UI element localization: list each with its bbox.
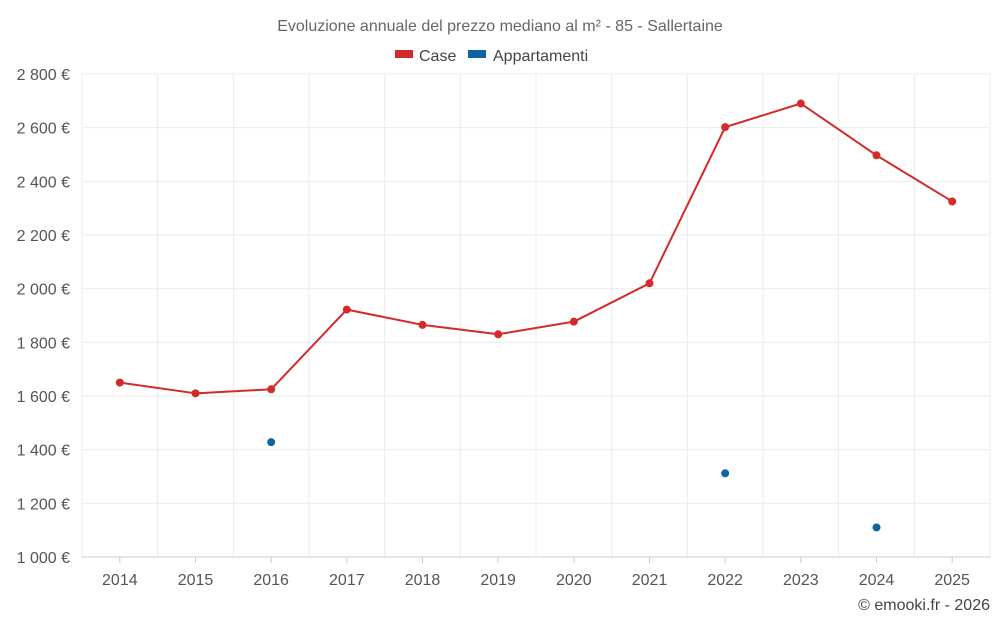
data-point-case	[191, 389, 200, 398]
legend-swatch-appartamenti	[468, 50, 486, 58]
x-tick-label: 2016	[253, 572, 289, 589]
data-point-case	[872, 151, 881, 160]
legend-swatch-case	[395, 50, 413, 58]
data-point-case	[796, 99, 805, 108]
data-point-case	[721, 123, 730, 132]
y-tick-labels: 1 000 € 1 200 € 1 400 € 1 600 € 1 800 € 2 000…	[17, 67, 70, 567]
data-point-appartamenti	[721, 469, 730, 478]
y-tick-label: 1 400 €	[17, 443, 70, 460]
y-tick-label: 1 800 €	[17, 335, 70, 352]
data-point-case	[418, 320, 427, 329]
chart-title: Evoluzione annuale del prezzo mediano al…	[277, 18, 723, 35]
x-tick-label: 2018	[405, 572, 441, 589]
legend[interactable]: Case Appartamenti	[395, 48, 588, 65]
x-tick-label: 2025	[934, 572, 970, 589]
data-point-appartamenti	[267, 438, 276, 447]
x-tick-label: 2021	[632, 572, 668, 589]
y-tick-label: 2 800 €	[17, 67, 70, 84]
data-point-case	[342, 305, 351, 314]
y-tick-label: 1 000 €	[17, 550, 70, 567]
legend-label-case: Case	[419, 48, 456, 65]
credit-text: © emooki.fr - 2026	[858, 597, 990, 614]
data-point-appartamenti	[872, 523, 881, 532]
y-tick-label: 2 200 €	[17, 228, 70, 245]
grid	[81, 73, 991, 557]
data-point-case	[645, 279, 654, 288]
data-point-case	[267, 385, 276, 394]
legend-item-case[interactable]: Case	[395, 48, 456, 65]
y-tick-label: 1 200 €	[17, 496, 70, 513]
series-line-case	[119, 102, 953, 395]
series	[115, 99, 957, 532]
y-tick-label: 1 600 €	[17, 389, 70, 406]
x-tick-label: 2014	[102, 572, 138, 589]
y-tick-label: 2 000 €	[17, 282, 70, 299]
data-point-case	[494, 330, 503, 339]
legend-item-appartamenti[interactable]: Appartamenti	[468, 48, 588, 65]
x-tick-label: 2019	[480, 572, 516, 589]
data-point-case	[948, 197, 957, 206]
y-tick-label: 2 600 €	[17, 121, 70, 138]
x-tick-label: 2015	[178, 572, 214, 589]
x-tick-labels: 2014 2015 2016 2017 2018 2019 2020 2021 2022 2023…	[102, 572, 970, 589]
x-tick-label: 2023	[783, 572, 819, 589]
data-point-case	[115, 378, 124, 387]
y-tick-label: 2 400 €	[17, 174, 70, 191]
x-tick-label: 2020	[556, 572, 592, 589]
x-tick-label: 2022	[707, 572, 743, 589]
legend-label-appartamenti: Appartamenti	[493, 48, 588, 65]
x-tick-label: 2017	[329, 572, 365, 589]
x-tick-label: 2024	[859, 572, 895, 589]
data-point-case	[569, 317, 578, 326]
axes	[82, 556, 990, 563]
